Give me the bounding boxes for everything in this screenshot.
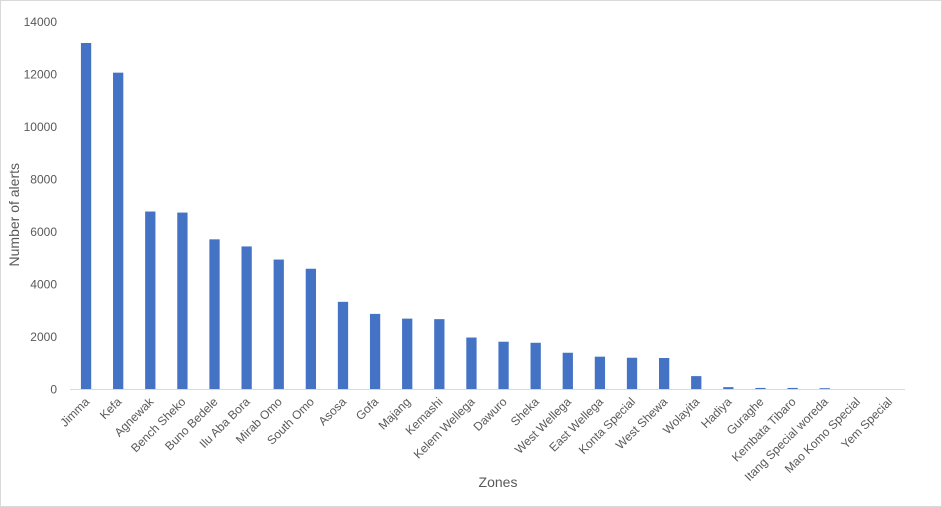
y-tick-label: 4000 (30, 278, 57, 292)
y-tick-label: 2000 (30, 330, 57, 344)
bar (626, 357, 638, 390)
y-axis-ticks: 0 2000 4000 6000 8000 10000 12000 14000 (24, 15, 58, 397)
bar (305, 268, 317, 390)
bar (723, 387, 734, 390)
bar (145, 211, 156, 390)
x-axis-title: Zones (479, 474, 518, 490)
x-tick-label: Kefa (97, 394, 125, 422)
bar (819, 388, 830, 390)
bar (402, 318, 413, 390)
bar (787, 387, 798, 390)
bar (755, 387, 766, 390)
bar (466, 337, 477, 390)
bar (113, 72, 124, 390)
y-axis-title: Number of alerts (6, 163, 22, 266)
bar (241, 246, 252, 390)
bar (691, 376, 702, 390)
bar (562, 352, 573, 390)
bar (273, 259, 284, 390)
bar (658, 358, 670, 390)
x-tick-label: Asosa (316, 394, 350, 428)
y-tick-label: 8000 (30, 173, 57, 187)
x-tick-label: Jimma (57, 394, 92, 429)
y-tick-label: 0 (50, 383, 57, 397)
bar (209, 239, 220, 390)
y-tick-label: 12000 (24, 68, 58, 82)
bars (80, 43, 830, 390)
y-tick-label: 14000 (24, 15, 58, 29)
bar (498, 341, 509, 390)
y-tick-label: 10000 (24, 120, 58, 134)
bar (337, 301, 349, 390)
y-tick-label: 6000 (30, 225, 57, 239)
bar (80, 43, 92, 390)
bar (530, 342, 541, 390)
bar (434, 319, 445, 390)
x-tick-label: Gofa (353, 394, 382, 423)
bar (594, 356, 606, 390)
bar (369, 313, 381, 390)
x-tick-label: Dawuro (471, 394, 510, 433)
bar (177, 212, 188, 390)
